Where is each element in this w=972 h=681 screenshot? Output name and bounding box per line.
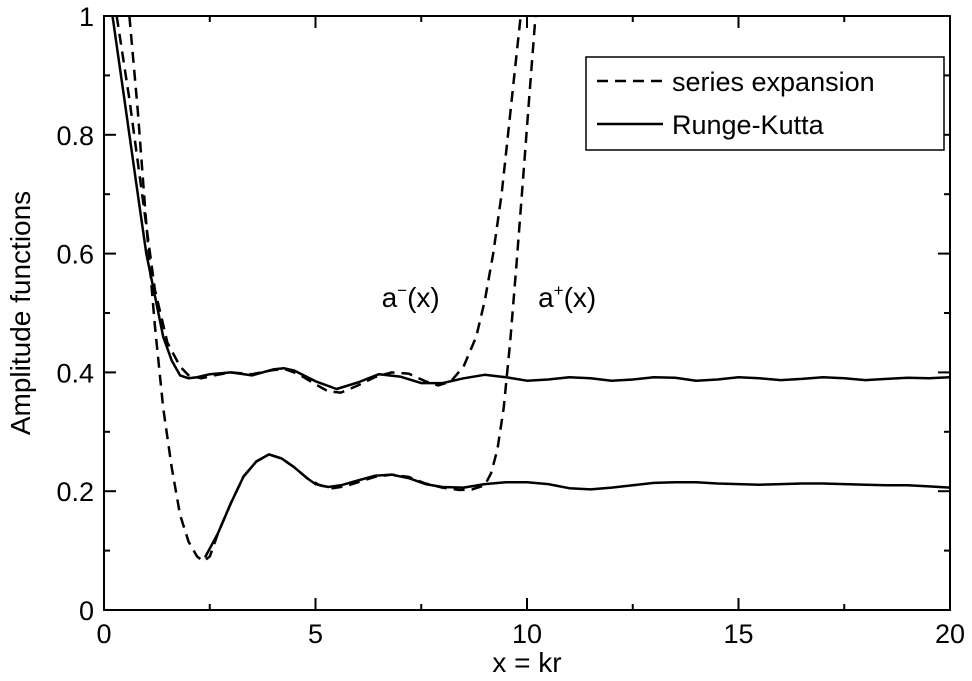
legend: series expansion Runge-Kutta <box>585 56 945 151</box>
y-tick-label-2: 0.4 <box>56 358 94 388</box>
x-tick-label-1: 5 <box>308 619 323 649</box>
x-tick-label-3: 15 <box>723 619 753 649</box>
series-layer <box>111 16 950 563</box>
x-tick-label-2: 10 <box>512 619 542 649</box>
legend-label-series-expansion: series expansion <box>672 67 875 97</box>
series-expansion-line-2 <box>115 16 522 394</box>
y-tick-label-1: 0.2 <box>56 477 94 507</box>
x-tick-label-4: 20 <box>935 619 965 649</box>
ticks-layer <box>103 15 951 611</box>
x-tick-label-0: 0 <box>96 619 111 649</box>
runge-kutta-line-0 <box>111 16 950 391</box>
legend-label-runge-kutta: Runge-Kutta <box>672 110 825 140</box>
legend-box <box>585 56 945 151</box>
y-tick-label-0: 0 <box>79 596 94 626</box>
series-expansion-line-3 <box>128 16 537 563</box>
tick-labels-layer: 0 5 10 15 20 0 0.2 0.4 0.6 0.8 1 <box>56 2 965 649</box>
y-tick-label-4: 0.8 <box>56 121 94 151</box>
annotations-layer: a−(x) a+(x) <box>382 281 597 313</box>
annotation-a-minus: a−(x) <box>382 281 440 313</box>
annotation-a-plus: a+(x) <box>538 281 596 313</box>
y-tick-label-3: 0.6 <box>56 240 94 270</box>
runge-kutta-line-1 <box>204 453 950 558</box>
x-axis-label: x = kr <box>492 647 561 678</box>
y-tick-label-5: 1 <box>79 2 94 32</box>
y-axis-label: Amplitude functions <box>5 191 36 435</box>
